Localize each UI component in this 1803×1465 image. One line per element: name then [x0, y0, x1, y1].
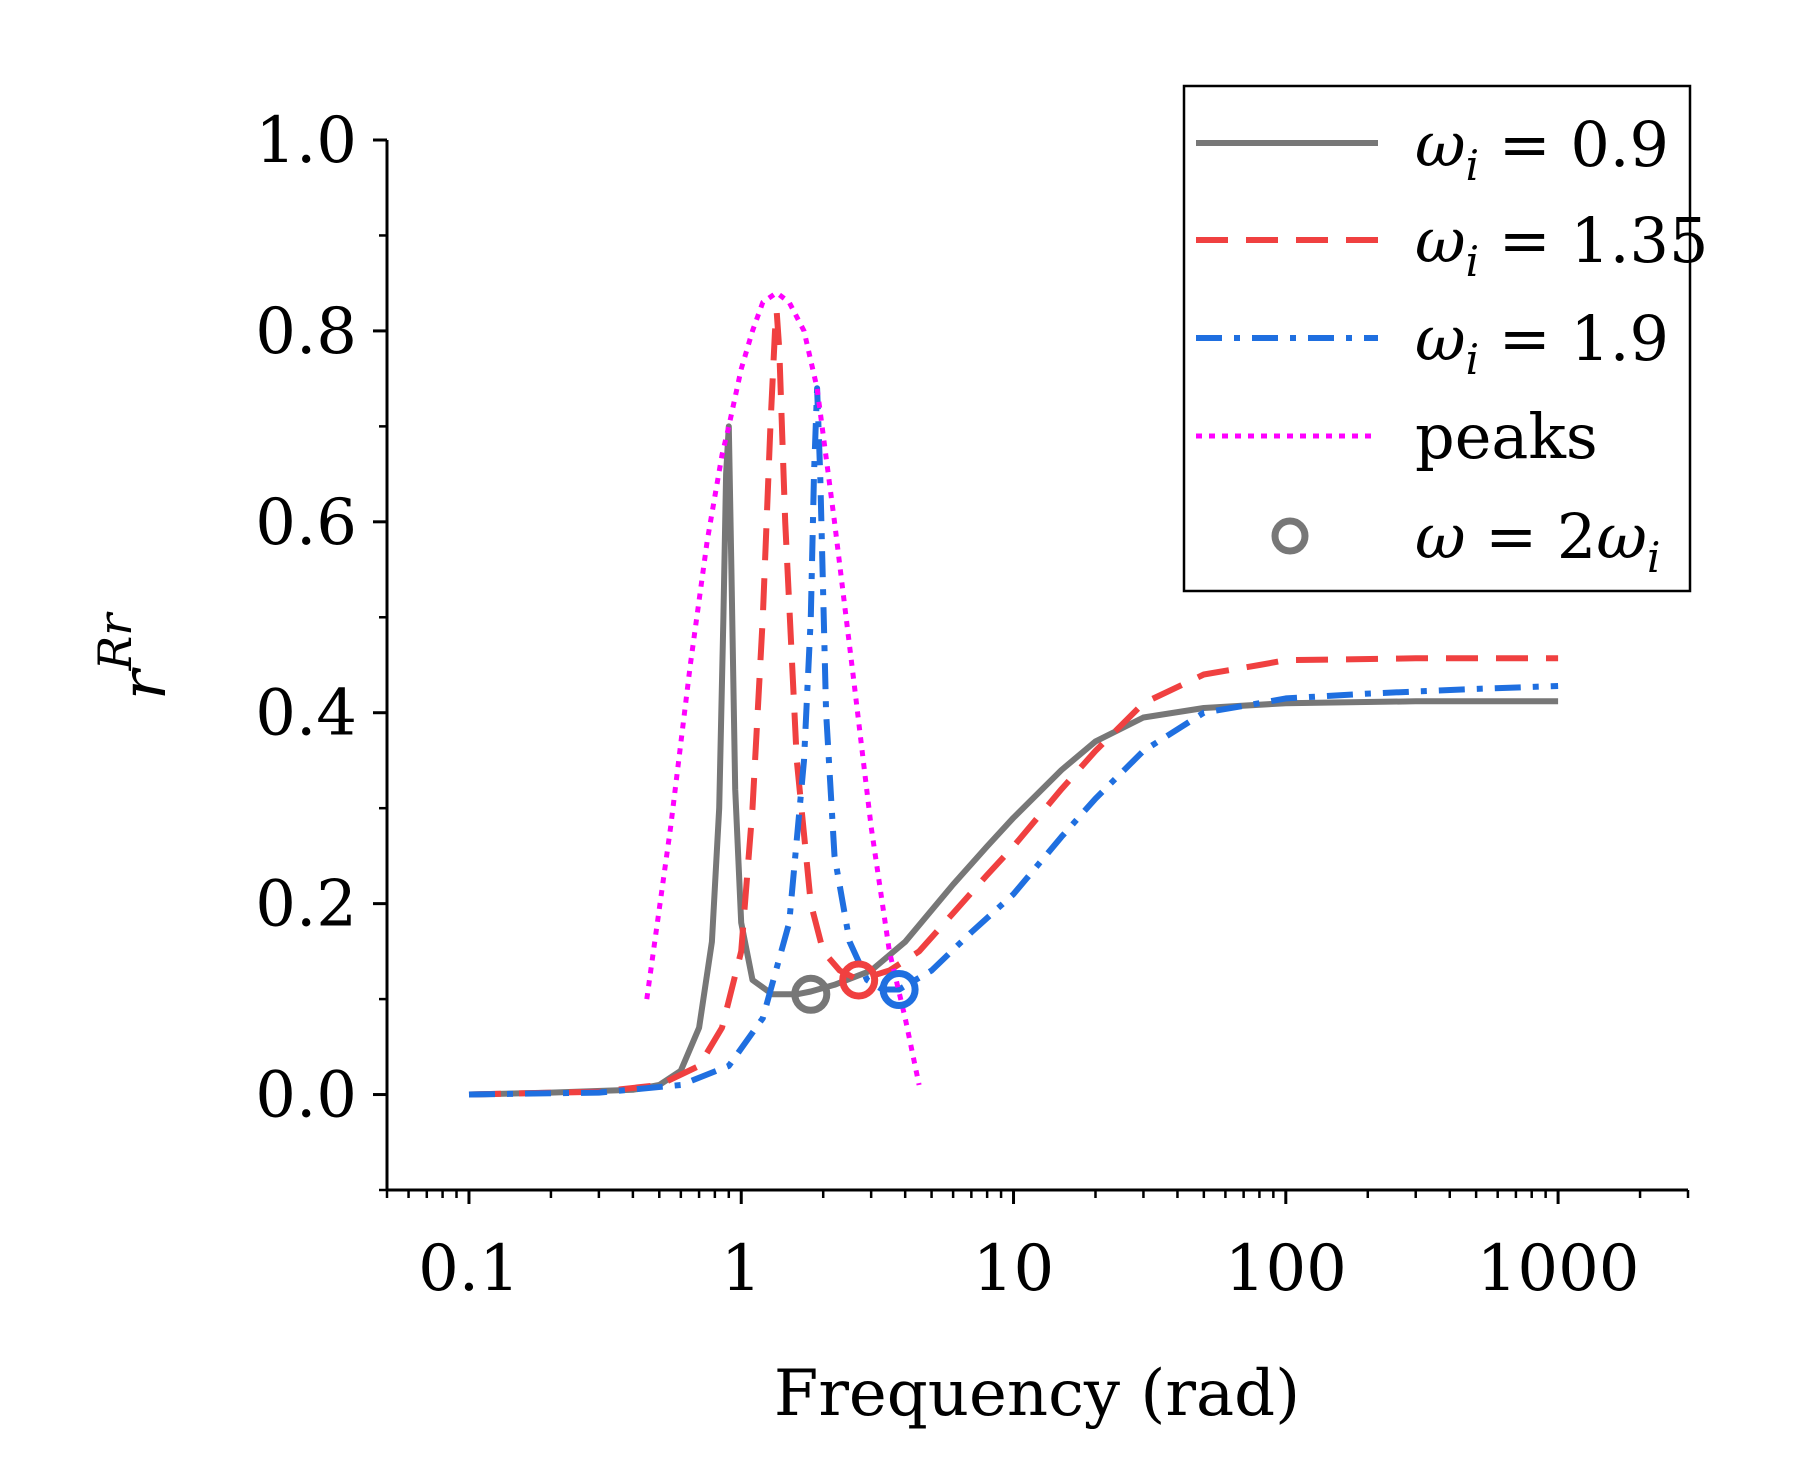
- y-axis-title: rRr: [88, 611, 180, 700]
- legend-label-markers-symbol-2: ω: [1596, 500, 1647, 573]
- legend-label-markers-rest: = 2: [1466, 500, 1597, 573]
- series-line-1: [468, 308, 1559, 1098]
- x-tick-label-0: 0.1: [418, 1232, 520, 1306]
- y-tick-label-3: 0.6: [255, 486, 357, 560]
- x-tick-label-3: 100: [1225, 1232, 1347, 1306]
- legend-label-series-2-symbol: ω: [1415, 302, 1466, 375]
- legend: ωi = 0.9 ωi = 1.35 ωi = 1.9 peaks ω = 2ω…: [1182, 84, 1708, 593]
- y-ticks: 0.0 0.2 0.4 0.6 0.8 1.0: [255, 104, 387, 1192]
- y-tick-label-2: 0.4: [255, 677, 357, 751]
- legend-swatch-markers: [1271, 517, 1309, 555]
- legend-label-series-0-rest: = 0.9: [1479, 108, 1669, 181]
- series-line-2: [468, 385, 1559, 1098]
- plot-area: [468, 290, 1559, 1098]
- series-layer: [468, 290, 1559, 1098]
- legend-label-markers: ω = 2ωi: [1415, 500, 1660, 582]
- marker-point-1: [839, 960, 879, 1000]
- marker-point-2: [879, 970, 919, 1009]
- axes: 0.0 0.2 0.4 0.6 0.8 1.0 0.1 1 10 100 1000: [255, 104, 1690, 1306]
- y-tick-label-0: 0.0: [255, 1059, 357, 1133]
- y-tick-label-1: 0.2: [255, 868, 357, 942]
- legend-label-markers-sub: i: [1647, 533, 1660, 582]
- x-ticks: 0.1 1 10 100 1000: [385, 1190, 1690, 1306]
- legend-label-series-2: ωi = 1.9: [1415, 302, 1669, 384]
- legend-label-series-1-rest: = 1.35: [1479, 204, 1708, 277]
- y-tick-label-4: 0.8: [255, 295, 357, 369]
- legend-label-series-1: ωi = 1.35: [1415, 204, 1708, 286]
- x-tick-label-2: 10: [973, 1232, 1054, 1306]
- legend-label-series-2-rest: = 1.9: [1479, 302, 1669, 375]
- x-tick-label-1: 1: [721, 1232, 762, 1306]
- legend-label-markers-symbol: ω: [1415, 500, 1466, 573]
- x-axis-title: Frequency (rad): [774, 1357, 1300, 1431]
- legend-label-series-1-sub: i: [1466, 237, 1479, 286]
- y-axis-title-symbol: r: [107, 667, 180, 700]
- marker-layer: [791, 960, 919, 1014]
- legend-label-series-0-sub: i: [1466, 141, 1479, 190]
- x-tick-label-4: 1000: [1477, 1232, 1640, 1306]
- y-tick-label-5: 1.0: [255, 104, 357, 178]
- legend-label-series-0: ωi = 0.9: [1415, 108, 1669, 190]
- legend-label-series-0-symbol: ω: [1415, 108, 1466, 181]
- legend-label-series-1-symbol: ω: [1415, 204, 1466, 277]
- legend-label-series-2-sub: i: [1466, 335, 1479, 384]
- legend-label-series-3: peaks: [1415, 400, 1598, 473]
- marker-point-0: [791, 974, 831, 1014]
- y-axis-title-superscript: Rr: [88, 611, 142, 672]
- y-axis-title-base: rRr: [88, 611, 180, 700]
